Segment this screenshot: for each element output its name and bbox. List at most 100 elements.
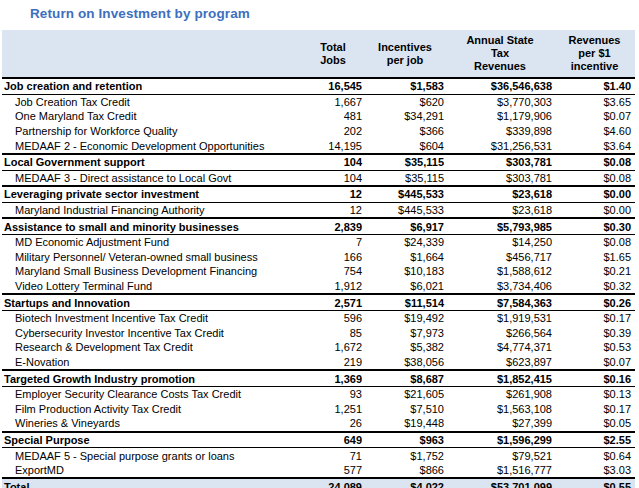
- table-row: ExportMD577$866$1,516,777$3.03: [2, 463, 635, 479]
- value-cell: $4,022: [364, 478, 446, 488]
- value-cell: $3,734,406: [446, 279, 554, 295]
- table-body: Job creation and retention16,545$1,583$3…: [2, 78, 635, 488]
- value-cell: $0.21: [554, 264, 635, 279]
- value-cell: $0.53: [554, 340, 635, 355]
- program-label: Military Personnel/ Veteran-owned small …: [2, 250, 302, 265]
- program-label: Cybersecurity Investor Incentive Tax Cre…: [2, 326, 302, 341]
- value-cell: 26: [302, 416, 364, 432]
- value-cell: 577: [302, 463, 364, 479]
- table-row: E-Novation219$38,056$623,897$0.07: [2, 355, 635, 371]
- table-row: Special Purpose649$963$1,596,299$2.55: [2, 432, 635, 448]
- program-label: Video Lottery Terminal Fund: [2, 279, 302, 295]
- value-cell: $23,618: [446, 202, 554, 218]
- program-label: MEDAAF 5 - Special purpose grants or loa…: [2, 448, 302, 463]
- value-cell: $4.60: [554, 124, 635, 139]
- value-cell: $7,510: [364, 401, 446, 416]
- value-cell: $0.16: [554, 370, 635, 386]
- value-cell: $1,588,612: [446, 264, 554, 279]
- value-cell: 2,839: [302, 218, 364, 234]
- value-cell: $4,774,371: [446, 340, 554, 355]
- value-cell: $14,250: [446, 234, 554, 249]
- value-cell: $11,514: [364, 294, 446, 310]
- value-cell: $366: [364, 124, 446, 139]
- value-cell: $24,339: [364, 234, 446, 249]
- header-label: Annual State Tax Revenues: [466, 34, 534, 73]
- value-cell: 12: [302, 202, 364, 218]
- value-cell: $34,291: [364, 109, 446, 124]
- page-title: Return on Investment by program: [30, 6, 639, 21]
- value-cell: $3,770,303: [446, 94, 554, 109]
- value-cell: $1,179,906: [446, 109, 554, 124]
- roi-table: Total Jobs Incentives per job Annual Sta…: [2, 30, 635, 488]
- value-cell: $1,752: [364, 448, 446, 463]
- value-cell: 754: [302, 264, 364, 279]
- program-label: Maryland Small Business Development Fina…: [2, 264, 302, 279]
- value-cell: 1,672: [302, 340, 364, 355]
- value-cell: $2.55: [554, 432, 635, 448]
- program-label: Special Purpose: [2, 432, 302, 448]
- table-row: Employer Security Clearance Costs Tax Cr…: [2, 386, 635, 401]
- value-cell: $3.65: [554, 94, 635, 109]
- value-cell: $7,973: [364, 326, 446, 341]
- value-cell: 7: [302, 234, 364, 249]
- value-cell: $0.17: [554, 310, 635, 325]
- program-label: Biotech Investment Incentive Tax Credit: [2, 310, 302, 325]
- value-cell: $21,605: [364, 386, 446, 401]
- program-label: Film Production Activity Tax Credit: [2, 401, 302, 416]
- value-cell: $0.07: [554, 109, 635, 124]
- value-cell: 2,571: [302, 294, 364, 310]
- value-cell: $0.00: [554, 202, 635, 218]
- program-label: Employer Security Clearance Costs Tax Cr…: [2, 386, 302, 401]
- value-cell: $1,852,415: [446, 370, 554, 386]
- value-cell: $35,115: [364, 170, 446, 186]
- value-cell: $0.64: [554, 448, 635, 463]
- header-cell-incentives-per-job: Incentives per job: [364, 30, 446, 78]
- value-cell: 649: [302, 432, 364, 448]
- value-cell: $0.00: [554, 186, 635, 202]
- header-label: Revenues per $1 incentive: [564, 34, 626, 73]
- program-label: Research & Development Tax Credit: [2, 340, 302, 355]
- value-cell: 202: [302, 124, 364, 139]
- table-row: Military Personnel/ Veteran-owned small …: [2, 250, 635, 265]
- value-cell: $19,492: [364, 310, 446, 325]
- value-cell: $620: [364, 94, 446, 109]
- value-cell: $0.08: [554, 154, 635, 170]
- table-row: Cybersecurity Investor Incentive Tax Cre…: [2, 326, 635, 341]
- table-row: Research & Development Tax Credit1,672$5…: [2, 340, 635, 355]
- header-cell-annual-state-tax-revenues: Annual State Tax Revenues: [446, 30, 554, 78]
- value-cell: $266,564: [446, 326, 554, 341]
- value-cell: $1,516,777: [446, 463, 554, 479]
- value-cell: $23,618: [446, 186, 554, 202]
- program-label: MEDAAF 3 - Direct assistance to Local Go…: [2, 170, 302, 186]
- value-cell: $10,183: [364, 264, 446, 279]
- program-label: Startups and Innovation: [2, 294, 302, 310]
- header-row: Total Jobs Incentives per job Annual Sta…: [2, 30, 635, 78]
- program-label: Wineries & Vineyards: [2, 416, 302, 432]
- value-cell: 596: [302, 310, 364, 325]
- value-cell: $0.30: [554, 218, 635, 234]
- value-cell: $1.40: [554, 78, 635, 94]
- table-row: One Maryland Tax Credit481$34,291$1,179,…: [2, 109, 635, 124]
- value-cell: $79,521: [446, 448, 554, 463]
- value-cell: $8,687: [364, 370, 446, 386]
- value-cell: $53,701,099: [446, 478, 554, 488]
- value-cell: $1,563,108: [446, 401, 554, 416]
- header-label: Incentives per job: [372, 41, 438, 67]
- value-cell: 219: [302, 355, 364, 371]
- header-cell-total-jobs: Total Jobs: [302, 30, 364, 78]
- program-label: Local Government support: [2, 154, 302, 170]
- value-cell: $19,448: [364, 416, 446, 432]
- program-label: E-Novation: [2, 355, 302, 371]
- table-row: Partnership for Workforce Quality202$366…: [2, 124, 635, 139]
- value-cell: $35,115: [364, 154, 446, 170]
- table-row: MEDAAF 3 - Direct assistance to Local Go…: [2, 170, 635, 186]
- value-cell: $0.13: [554, 386, 635, 401]
- table-row: Wineries & Vineyards26$19,448$27,399$0.0…: [2, 416, 635, 432]
- table-row: Biotech Investment Incentive Tax Credit5…: [2, 310, 635, 325]
- value-cell: $7,584,363: [446, 294, 554, 310]
- value-cell: $303,781: [446, 154, 554, 170]
- value-cell: 481: [302, 109, 364, 124]
- value-cell: $339,898: [446, 124, 554, 139]
- value-cell: 1,369: [302, 370, 364, 386]
- table-row: Job creation and retention16,545$1,583$3…: [2, 78, 635, 94]
